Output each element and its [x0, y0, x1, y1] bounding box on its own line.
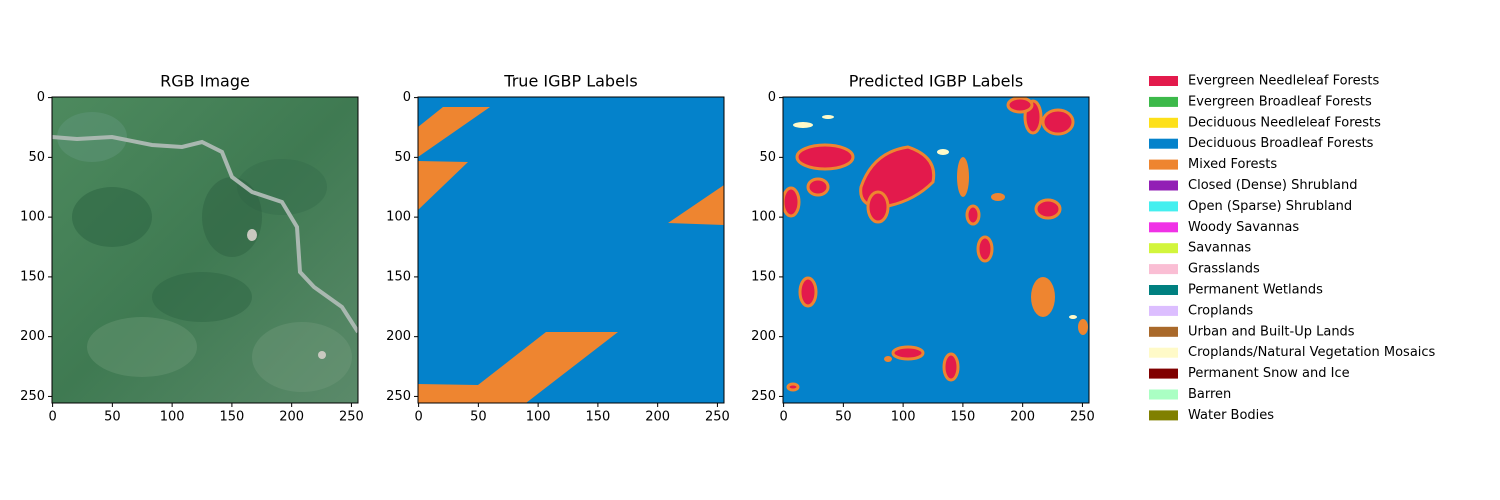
- y-tick-label: 250: [751, 389, 776, 404]
- x-tick-label: 100: [526, 410, 551, 425]
- panel-title: Predicted IGBP Labels: [849, 72, 1024, 91]
- x-tick-label: 0: [414, 410, 422, 425]
- x-tick-label: 150: [219, 410, 244, 425]
- legend-swatch: [1149, 285, 1178, 295]
- y-tick-label: 150: [751, 269, 776, 284]
- legend-swatch: [1149, 389, 1178, 400]
- legend-swatch: [1149, 264, 1178, 275]
- legend-label: Savannas: [1188, 241, 1251, 256]
- y-tick-label: 100: [751, 210, 776, 225]
- axes-frame: [51, 96, 359, 404]
- y-tick-label: 100: [20, 210, 45, 225]
- legend-swatch: [1149, 305, 1178, 316]
- axes-frame: [417, 96, 725, 404]
- y-tick-label: 150: [20, 269, 45, 284]
- legend-swatch: [1149, 138, 1178, 149]
- legend-label: Barren: [1188, 387, 1231, 402]
- legend-swatch: [1149, 326, 1178, 337]
- legend-label: Grasslands: [1188, 262, 1260, 277]
- panel-title: True IGBP Labels: [503, 72, 637, 91]
- legend-label: Open (Sparse) Shrubland: [1188, 199, 1352, 214]
- y-tick-label: 150: [386, 269, 411, 284]
- predicted-label-image: [783, 97, 1089, 403]
- y-tick-label: 0: [403, 90, 411, 105]
- legend-label: Mixed Forests: [1188, 157, 1277, 172]
- y-tick-label: 250: [386, 389, 411, 404]
- y-tick-label: 250: [20, 389, 45, 404]
- legend-swatch: [1149, 243, 1178, 254]
- y-tick-label: 50: [759, 150, 776, 165]
- panel-title: RGB Image: [160, 72, 250, 91]
- y-tick-label: 50: [394, 150, 411, 165]
- x-tick-label: 0: [48, 410, 56, 425]
- axes-frame: [782, 96, 1090, 404]
- x-tick-label: 200: [1010, 410, 1035, 425]
- legend-label: Permanent Snow and Ice: [1188, 366, 1350, 381]
- y-tick-label: 200: [386, 329, 411, 344]
- legend-swatch: [1149, 201, 1178, 212]
- legend-label: Water Bodies: [1188, 408, 1274, 423]
- legend-swatch: [1149, 347, 1178, 358]
- x-tick-label: 100: [160, 410, 185, 425]
- legend-label: Deciduous Broadleaf Forests: [1188, 136, 1374, 151]
- x-tick-label: 250: [705, 410, 730, 425]
- y-tick-label: 0: [37, 90, 45, 105]
- legend-label: Woody Savannas: [1188, 220, 1299, 235]
- x-tick-label: 100: [891, 410, 916, 425]
- legend-label: Evergreen Needleleaf Forests: [1188, 74, 1379, 89]
- legend-label: Evergreen Broadleaf Forests: [1188, 94, 1372, 109]
- x-tick-label: 250: [1070, 410, 1095, 425]
- y-tick-label: 100: [386, 210, 411, 225]
- y-tick-label: 0: [768, 90, 776, 105]
- legend-swatch: [1149, 368, 1178, 379]
- legend-swatch: [1149, 410, 1178, 421]
- legend-swatch: [1149, 117, 1178, 128]
- x-tick-label: 50: [470, 410, 487, 425]
- legend-label: Croplands/Natural Vegetation Mosaics: [1188, 345, 1436, 360]
- x-tick-label: 50: [835, 410, 852, 425]
- legend-label: Urban and Built-Up Lands: [1188, 324, 1355, 339]
- y-tick-label: 50: [28, 150, 45, 165]
- y-tick-label: 200: [20, 329, 45, 344]
- legend-swatch: [1149, 96, 1178, 107]
- x-tick-label: 150: [950, 410, 975, 425]
- legend-swatch: [1149, 76, 1178, 86]
- true-label-image: [418, 97, 724, 403]
- legend-swatch: [1149, 180, 1178, 191]
- legend-label: Croplands: [1188, 303, 1253, 318]
- x-tick-label: 200: [645, 410, 670, 425]
- x-tick-label: 200: [279, 410, 304, 425]
- legend-swatch: [1149, 222, 1178, 233]
- legend-label: Deciduous Needleleaf Forests: [1188, 115, 1381, 130]
- x-tick-label: 50: [104, 410, 121, 425]
- x-tick-label: 0: [779, 410, 787, 425]
- rgb-image: [52, 97, 358, 403]
- legend-label: Permanent Wetlands: [1188, 283, 1323, 298]
- legend-label: Closed (Dense) Shrubland: [1188, 178, 1358, 193]
- x-tick-label: 250: [339, 410, 364, 425]
- y-tick-label: 200: [751, 329, 776, 344]
- legend-swatch: [1149, 159, 1178, 170]
- x-tick-label: 150: [585, 410, 610, 425]
